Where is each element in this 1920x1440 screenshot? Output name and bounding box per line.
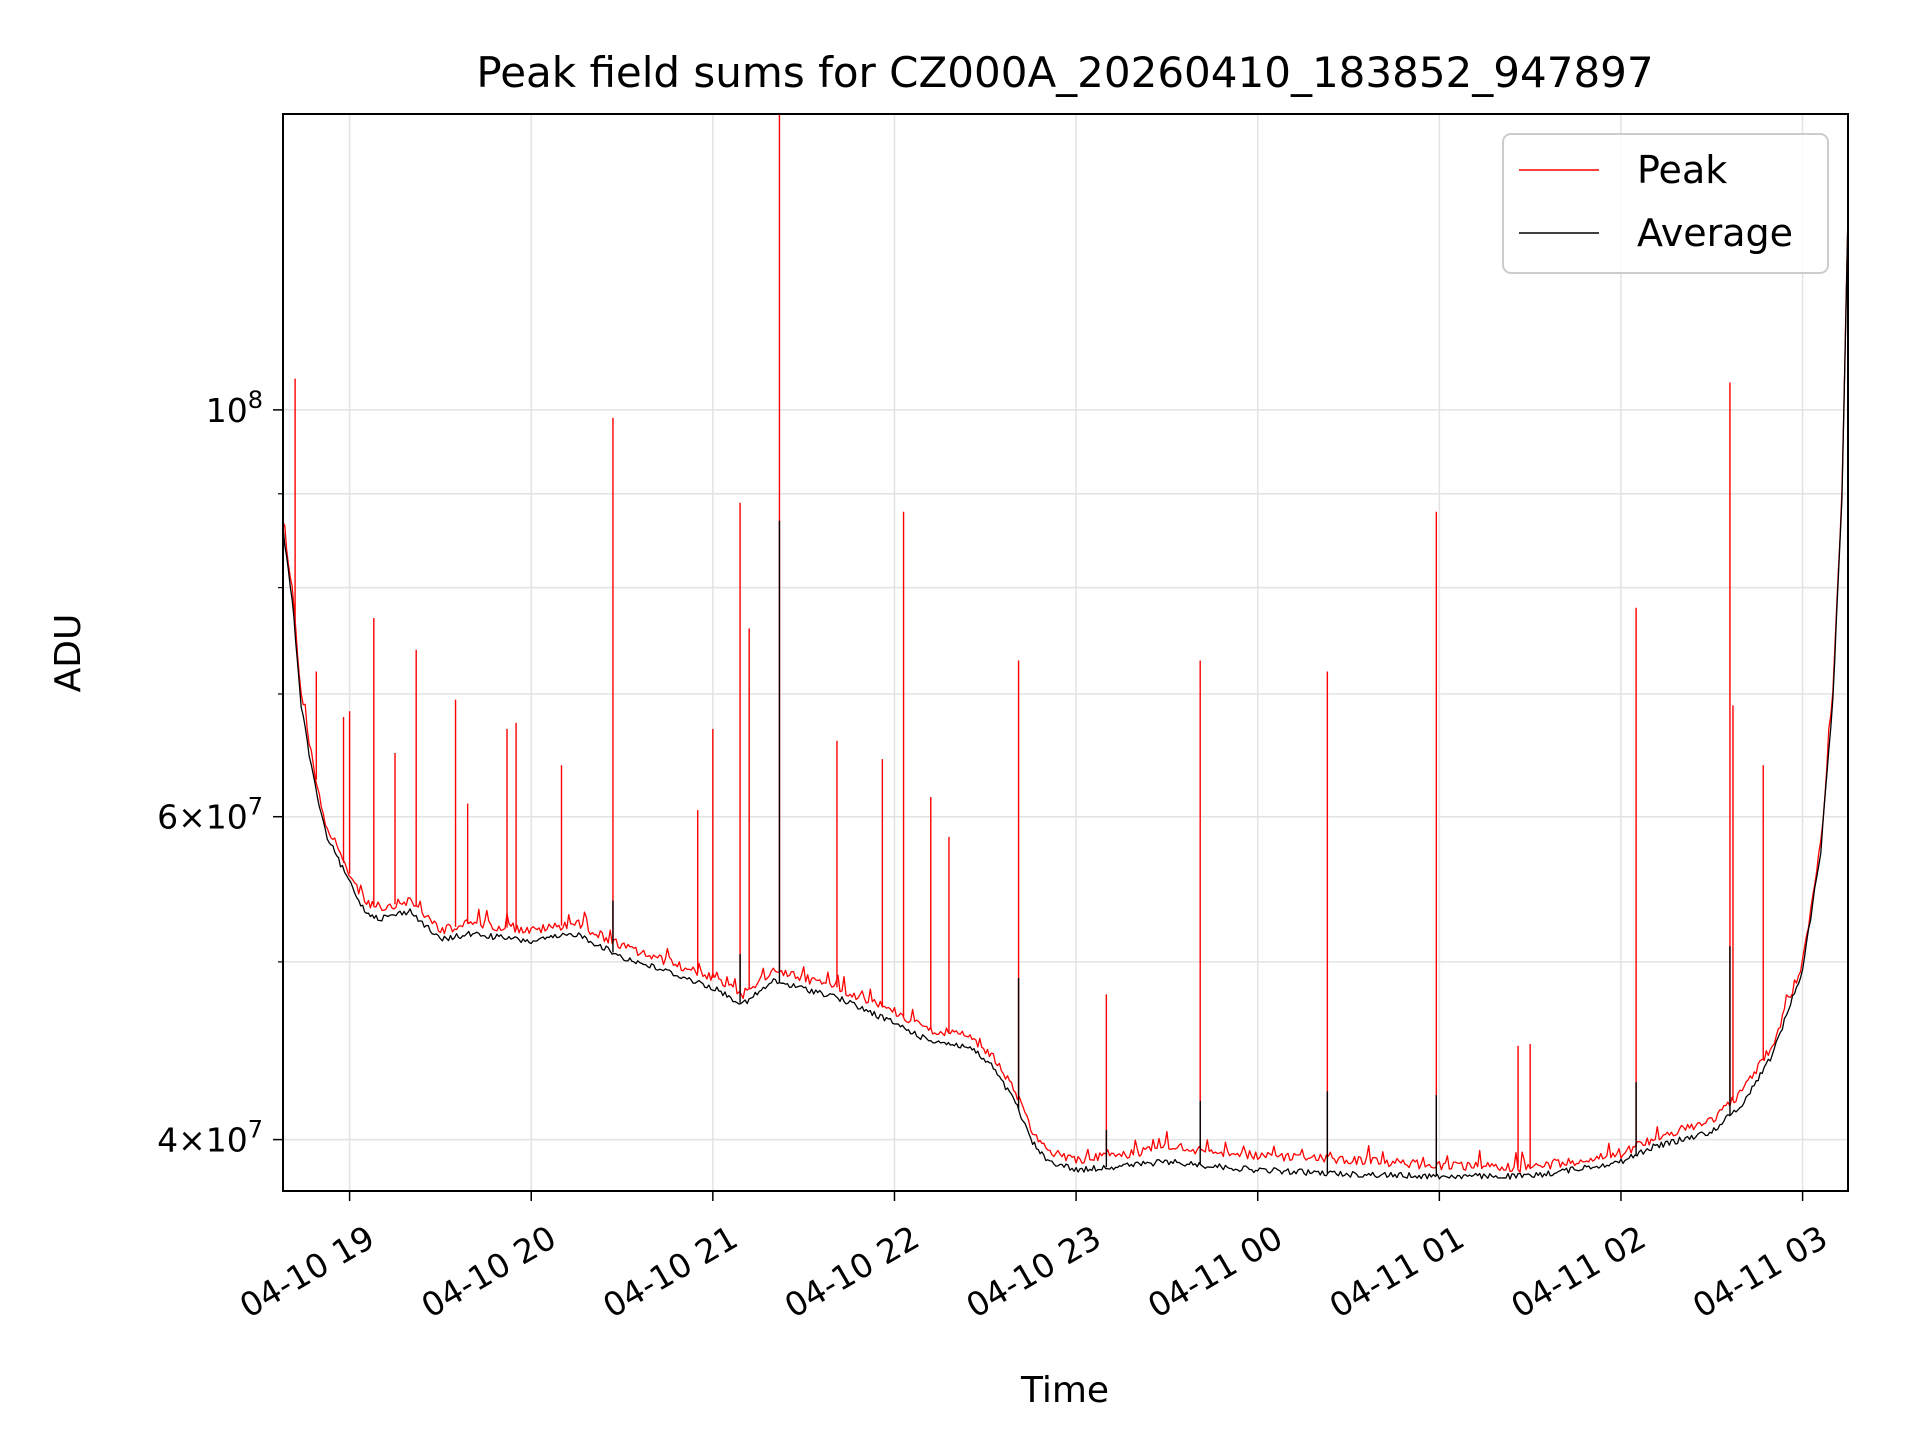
x-tick-label: 04-11 00	[1141, 1218, 1289, 1326]
series-average	[283, 213, 1848, 1180]
x-tick-label: 04-10 22	[778, 1218, 926, 1326]
y-tick-label: 6×107	[157, 793, 263, 837]
y-tick-label: 108	[206, 386, 263, 430]
x-tick-label: 04-11 01	[1323, 1218, 1471, 1326]
x-tick-label: 04-11 02	[1504, 1218, 1652, 1326]
legend: Peak Average	[1502, 133, 1829, 274]
x-tick-label: 04-10 23	[959, 1218, 1107, 1326]
legend-label-peak: Peak	[1637, 148, 1727, 192]
x-tick-label: 04-10 20	[415, 1218, 563, 1326]
legend-box	[1502, 133, 1829, 274]
plot-series	[283, 114, 1848, 1180]
x-tick-label: 04-10 21	[596, 1218, 744, 1326]
y-tick-label: 4×107	[157, 1116, 263, 1160]
chart-title: Peak field sums for CZ000A_20260410_1838…	[476, 48, 1653, 97]
y-axis-label: ADU	[48, 614, 89, 693]
grid	[283, 114, 1848, 1191]
x-tick-label: 04-10 19	[233, 1218, 381, 1326]
x-axis-ticks: 04-10 19 04-10 20 04-10 21 04-10 22 04-10 23…	[233, 1191, 1834, 1326]
series-line-peak	[283, 213, 1848, 1173]
y-axis-ticks: 108 6×107 4×107	[157, 386, 283, 1160]
x-tick-label: 04-11 03	[1686, 1218, 1834, 1326]
legend-label-average: Average	[1637, 211, 1793, 255]
x-axis-label: Time	[1020, 1370, 1109, 1411]
plot-frame	[282, 113, 1849, 1192]
series-line-average	[283, 213, 1848, 1180]
